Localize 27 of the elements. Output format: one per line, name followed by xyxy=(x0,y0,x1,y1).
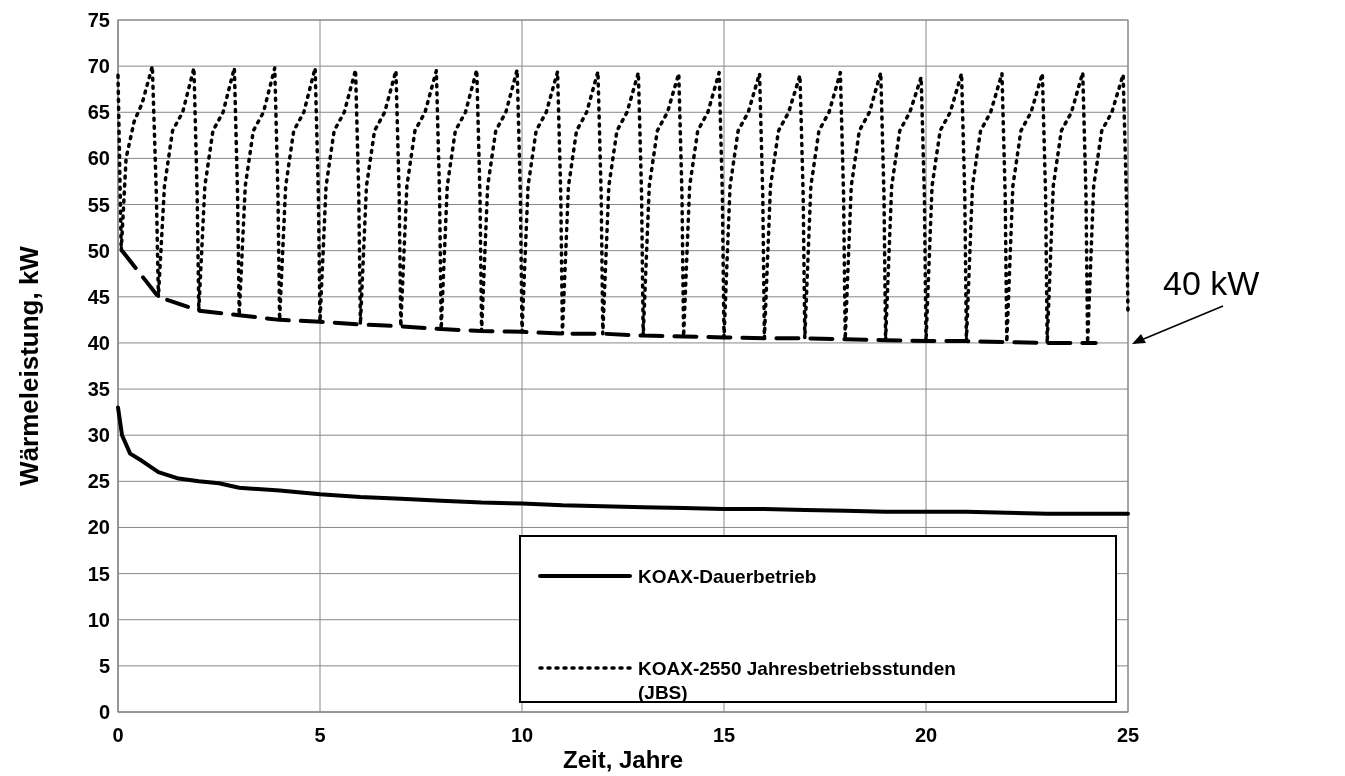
legend-label: KOAX-Dauerbetrieb xyxy=(638,565,817,587)
y-tick-label: 75 xyxy=(87,9,110,31)
x-tick-label: 10 xyxy=(510,724,534,746)
y-tick-label: 15 xyxy=(87,562,110,585)
y-tick-label: 70 xyxy=(87,55,110,78)
y-tick-label: 45 xyxy=(87,285,110,308)
y-tick-label: 65 xyxy=(87,101,110,124)
y-tick-label: 5 xyxy=(98,654,110,677)
y-tick-label: 10 xyxy=(87,608,110,631)
y-tick-label: 25 xyxy=(87,470,110,493)
y-tick-label: 40 xyxy=(87,331,110,354)
y-tick-label: 20 xyxy=(87,516,110,539)
y-axis-title: Wärmeleistung, kW xyxy=(14,245,44,486)
x-tick-label: 20 xyxy=(914,724,938,746)
x-tick-label: 5 xyxy=(314,724,326,746)
y-tick-label: 60 xyxy=(87,147,110,170)
x-tick-label: 0 xyxy=(112,724,124,746)
text: 40 kW xyxy=(1163,264,1260,302)
x-tick-label: 15 xyxy=(712,724,736,746)
y-tick-label: 55 xyxy=(87,193,110,216)
legend-label: KOAX-2550 Jahresbetriebsstunden (JBS) xyxy=(638,657,956,704)
y-tick-label: 50 xyxy=(87,239,110,262)
x-tick-label: 25 xyxy=(1116,724,1140,746)
y-tick-label: 30 xyxy=(87,424,110,447)
x-axis-title: Zeit, Jahre xyxy=(562,746,684,773)
y-tick-label: 0 xyxy=(98,701,110,723)
y-tick-label: 35 xyxy=(87,378,110,401)
